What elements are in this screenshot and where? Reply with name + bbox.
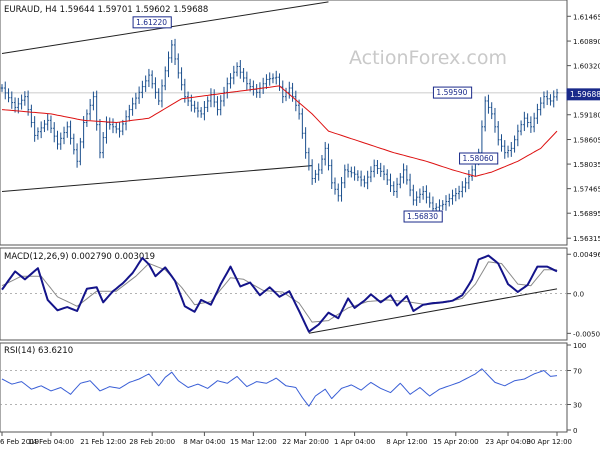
x-tick-label: 21 Feb 12:00 — [80, 438, 126, 446]
last-price-label: 1.59688 — [570, 90, 600, 99]
label-layer: 1.61220 1.59590 1.58060 1.56830 1.59688 — [132, 16, 600, 223]
price-panel-title: EURAUD, H4 1.59644 1.59701 1.59602 1.596… — [4, 5, 208, 15]
macd-panel-title: MACD(12,26,9) 0.002790 0.003019 — [4, 252, 155, 262]
macd-y-tick-label: 0.004965 — [573, 251, 600, 259]
price-annotation-label: 1.56830 — [407, 212, 438, 221]
price-y-tick-label: 1.58035 — [573, 161, 600, 169]
price-y-tick-label: 1.56315 — [573, 235, 600, 243]
x-tick-label: 15 Mar 12:00 — [230, 438, 277, 446]
price-annotation-label-box — [403, 210, 443, 223]
rsi-y-tick-label: 30 — [573, 402, 582, 410]
rsi-panel-frame — [0, 342, 568, 433]
x-tick-label: 23 Apr 04:00 — [485, 438, 531, 446]
last-price-label-box — [566, 88, 600, 101]
price-annotation-label: 1.61220 — [136, 18, 167, 27]
macd-signal-line — [1, 261, 557, 323]
x-tick-label: 8 Apr 12:00 — [386, 438, 427, 446]
price-panel-frame — [0, 0, 568, 246]
price-y-tick-label: 1.59180 — [573, 112, 600, 120]
price-annotation-label-box — [132, 16, 172, 29]
macd-line — [1, 254, 558, 333]
macd-y-tick-label: 0.0 — [573, 291, 584, 299]
price-y-tick-label: 1.60320 — [573, 63, 600, 71]
watermark: ActionForex.com — [349, 47, 507, 69]
grid-layer — [0, 92, 567, 405]
rsi-y-tick-label: 70 — [573, 368, 582, 376]
price-annotation-label: 1.58060 — [463, 154, 494, 163]
rsi-line — [1, 368, 558, 407]
price-annotation-label: 1.59590 — [436, 88, 467, 97]
x-tick-label: 28 Feb 20:00 — [129, 438, 175, 446]
axis-layer: 1.61465 1.60890 1.60320 1.59180 1.58605 1.580… — [0, 13, 600, 446]
x-tick-label: 15 Apr 20:00 — [433, 438, 479, 446]
rsi-y-tick-label: 0 — [573, 427, 577, 435]
price-annotation-label-box — [459, 152, 499, 165]
macd-y-tick-label: -0.005013 — [573, 330, 600, 338]
price-y-tick-label: 1.57465 — [573, 186, 600, 194]
x-tick-label: 8 Mar 04:00 — [183, 438, 225, 446]
x-tick-label: 30 Apr 12:00 — [526, 438, 572, 446]
rsi-y-tick-label: 100 — [573, 342, 586, 350]
price-trendline — [1, 165, 313, 192]
macd-trendline — [308, 288, 558, 334]
price-y-tick-label: 1.61465 — [573, 13, 600, 21]
x-tick-label: 14 Feb 04:00 — [28, 438, 74, 446]
x-tick-label: 6 Feb 2019 — [0, 438, 39, 446]
price-y-tick-label: 1.60890 — [573, 38, 600, 46]
price-moving-average — [1, 85, 558, 177]
price-annotation-label-box — [432, 86, 473, 99]
price-y-tick-label: 1.58605 — [573, 137, 600, 145]
price-y-tick-label: 1.56895 — [573, 210, 600, 218]
x-tick-label: 22 Mar 20:00 — [282, 438, 329, 446]
series-layer — [0, 38, 559, 407]
x-tick-label: 1 Apr 04:00 — [334, 438, 375, 446]
rsi-panel-title: RSI(14) 63.6210 — [4, 346, 73, 356]
